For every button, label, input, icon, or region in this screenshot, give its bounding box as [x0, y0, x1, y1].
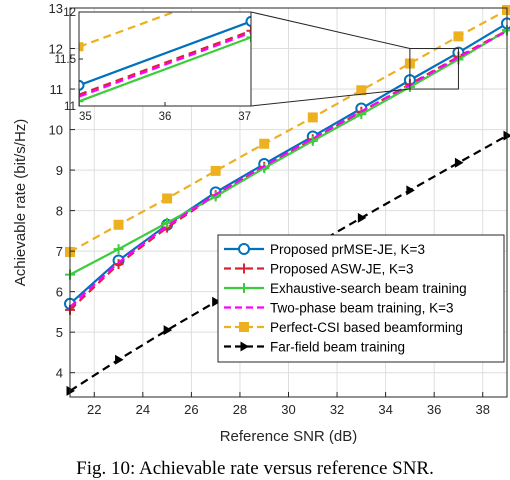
- legend-label: Proposed prMSE-JE, K=3: [270, 242, 425, 257]
- legend-box: [217, 234, 505, 363]
- inset-series-line: [79, 31, 251, 98]
- inset-data-point: [79, 96, 84, 106]
- data-point: [66, 385, 75, 396]
- y-tick-label: 10: [49, 123, 63, 138]
- series-line: [70, 22, 507, 305]
- legend-marker: [239, 263, 249, 274]
- data-point: [356, 85, 367, 96]
- data-point: [210, 191, 221, 202]
- y-tick-label: 9: [56, 163, 63, 178]
- data-point: [307, 112, 318, 123]
- data-point: [113, 219, 124, 230]
- inset-y-tick-label: 12: [63, 7, 76, 19]
- series-line: [70, 29, 507, 311]
- data-point: [113, 244, 124, 255]
- data-point: [453, 31, 464, 42]
- x-tick-label: 32: [330, 402, 344, 417]
- y-tick-label: 4: [56, 366, 63, 381]
- x-tick-label: 24: [136, 402, 150, 417]
- x-axis-label: Reference SNR (dB): [220, 428, 358, 445]
- zoom-connector-line: [250, 88, 410, 107]
- inset-y-tick-label: 11: [64, 101, 76, 113]
- legend-label: Far-field beam training: [270, 340, 405, 355]
- series-3: [65, 25, 510, 280]
- y-tick-label: 6: [56, 285, 63, 300]
- y-tick-label: 7: [56, 244, 63, 259]
- inset-x-tick-label: 36: [159, 111, 172, 123]
- inset-y-tick-label: 11.5: [54, 54, 76, 66]
- data-point: [502, 5, 510, 16]
- legend-marker: [240, 341, 249, 352]
- inset-series-5: [79, 12, 178, 52]
- legend-entry: Two-phase beam training, K=3: [224, 301, 453, 316]
- data-point: [212, 296, 221, 307]
- data-point: [163, 325, 173, 336]
- inset-series-1: [79, 15, 251, 91]
- inset-x-tick-label: 37: [238, 111, 251, 123]
- series-line: [70, 9, 507, 253]
- series-line: [70, 29, 507, 276]
- inset-series-3: [79, 32, 251, 106]
- y-tick-label: 12: [49, 42, 63, 57]
- data-point: [406, 185, 415, 196]
- legend-label: Two-phase beam training, K=3: [270, 301, 453, 316]
- inset-data-point: [245, 15, 251, 27]
- y-tick-label: 11: [50, 82, 64, 97]
- y-tick-label: 13: [49, 1, 63, 16]
- legend-entry: Proposed prMSE-JE, K=3: [224, 242, 425, 257]
- legend-entry: Perfect-CSI based beamforming: [224, 320, 463, 335]
- x-tick-label: 34: [378, 402, 392, 417]
- inset-series-line: [79, 20, 251, 87]
- zoom-region-box: [409, 48, 459, 90]
- x-tick-label: 38: [475, 402, 489, 417]
- inset-data-point: [79, 42, 84, 52]
- data-point: [162, 193, 173, 204]
- legend-label: Exhaustive-search beam training: [270, 281, 467, 296]
- legend-marker: [238, 243, 250, 255]
- data-point: [454, 157, 464, 168]
- figure-caption: Fig. 10: Achievable rate versus referenc…: [76, 458, 434, 479]
- series-4: [70, 30, 507, 308]
- legend-marker: [239, 283, 249, 293]
- inset-series-line: [79, 12, 178, 48]
- y-tick-label: 5: [56, 325, 63, 340]
- legend-entry: Proposed ASW-JE, K=3: [224, 262, 413, 277]
- data-point: [115, 354, 124, 365]
- legend-entry: Exhaustive-search beam training: [224, 281, 467, 296]
- inset-plot: 35 36 37 11 11.5 12: [54, 7, 252, 123]
- inset-data-point: [79, 79, 85, 91]
- inset-series-line: [79, 29, 251, 96]
- x-tick-label: 36: [427, 402, 441, 417]
- data-point: [113, 259, 124, 270]
- y-axis-label: Achievable rate (bit/s/Hz): [12, 119, 29, 287]
- inset-series-4: [79, 31, 251, 98]
- legend: Proposed prMSE-JE, K=3 Proposed ASW-JE, K…: [217, 234, 505, 363]
- legend-label: Proposed ASW-JE, K=3: [270, 262, 413, 277]
- inset-x-tick-label: 35: [79, 111, 92, 123]
- x-tick-label: 22: [87, 402, 101, 417]
- legend-entry: Far-field beam training: [224, 340, 405, 355]
- x-tick-label: 26: [184, 402, 198, 417]
- x-tick-label: 30: [281, 402, 295, 417]
- zoom-connector-line: [250, 11, 411, 50]
- inset-data-point: [246, 32, 251, 42]
- y-tick-label: 8: [56, 204, 63, 219]
- data-point: [259, 138, 270, 149]
- data-point: [357, 212, 367, 223]
- legend-marker: [239, 322, 249, 332]
- data-point: [210, 165, 221, 176]
- inset-data-point: [246, 26, 251, 36]
- legend-label: Perfect-CSI based beamforming: [270, 320, 463, 335]
- series-line: [70, 30, 507, 308]
- x-tick-label: 28: [233, 402, 247, 417]
- inset-series-line: [79, 36, 251, 103]
